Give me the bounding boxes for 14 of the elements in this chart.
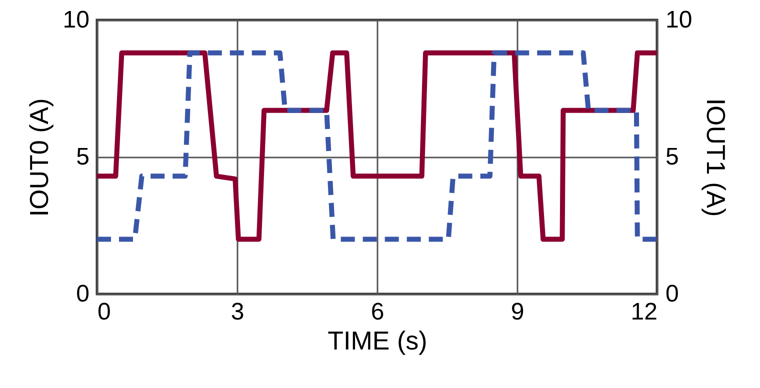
x-tick-label: 0 bbox=[98, 298, 111, 326]
y-axis-title: IOUT0 (A) bbox=[24, 98, 54, 217]
y2-tick-label: 0 bbox=[666, 280, 679, 308]
x-tick-label: 3 bbox=[230, 298, 244, 326]
x-tick-label: 12 bbox=[630, 298, 658, 326]
y2-axis-title: IOUT1 (A) bbox=[701, 98, 732, 217]
x-axis-title: TIME (s) bbox=[328, 326, 428, 356]
x-tick-label: 9 bbox=[510, 298, 524, 326]
y-tick-label: 10 bbox=[62, 6, 90, 34]
y-tick-label: 0 bbox=[76, 280, 90, 308]
y2-tick-label: 10 bbox=[666, 6, 692, 34]
y2-tick-label: 5 bbox=[666, 144, 679, 170]
x-tick-label: 6 bbox=[370, 298, 384, 326]
y-tick-label: 5 bbox=[76, 144, 90, 170]
